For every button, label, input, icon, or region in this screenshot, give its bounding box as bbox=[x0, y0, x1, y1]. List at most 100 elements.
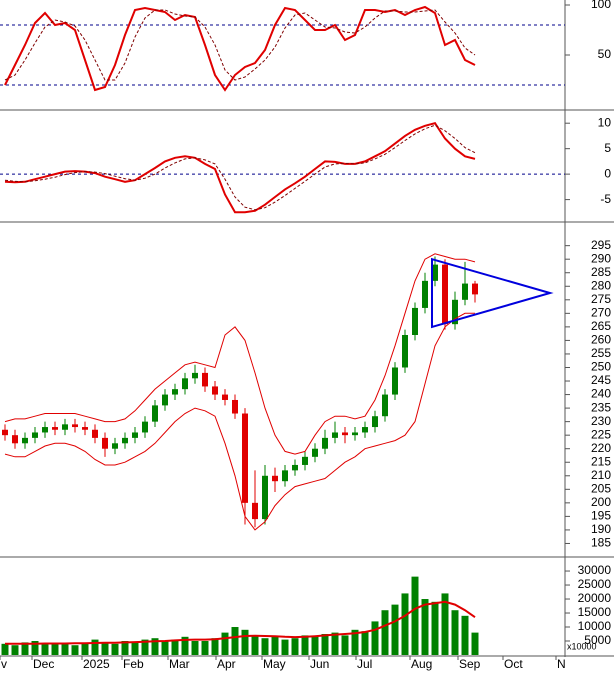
candle-body bbox=[72, 424, 78, 428]
volume-bar bbox=[101, 642, 109, 655]
x-tick-label: N bbox=[557, 657, 566, 671]
volume-bar bbox=[271, 636, 279, 655]
candle-body bbox=[212, 386, 218, 395]
y-tick-label: 255 bbox=[591, 346, 611, 360]
volume-bar bbox=[331, 632, 339, 655]
y-tick-label: 5 bbox=[604, 141, 611, 155]
y-tick-label: 270 bbox=[591, 306, 611, 320]
candle-body bbox=[172, 389, 178, 395]
candle-body bbox=[102, 437, 108, 449]
volume-bar bbox=[41, 643, 49, 655]
candle-body bbox=[82, 427, 88, 430]
candle-body bbox=[122, 437, 128, 444]
volume-bar bbox=[51, 644, 59, 655]
candle-body bbox=[462, 283, 468, 300]
candle-body bbox=[12, 435, 18, 444]
candle-body bbox=[2, 429, 8, 436]
y-tick-label: 10 bbox=[598, 115, 612, 129]
volume-bar bbox=[401, 593, 409, 655]
candle-body bbox=[162, 394, 168, 406]
y-tick-label: 100 bbox=[591, 0, 611, 11]
volume-bar bbox=[241, 629, 249, 655]
candle-body bbox=[192, 372, 198, 379]
volume-bar bbox=[311, 636, 319, 655]
y-tick-label: 185 bbox=[591, 536, 611, 550]
candle-body bbox=[92, 429, 98, 438]
volume-bar bbox=[31, 641, 39, 655]
x-tick-label: Oct bbox=[504, 657, 523, 671]
series-line bbox=[4, 122, 476, 214]
volume-bar bbox=[61, 643, 69, 655]
x-tick-label: Dec bbox=[33, 657, 54, 671]
y-tick-label: 5000 bbox=[584, 633, 611, 647]
y-tick-label: 200 bbox=[591, 495, 611, 509]
y-tick-label: 260 bbox=[591, 333, 611, 347]
candle-body bbox=[372, 416, 378, 428]
x-tick-label: Sep bbox=[459, 657, 481, 671]
volume-bar bbox=[411, 576, 419, 655]
unit-label: x10000 bbox=[567, 641, 597, 651]
volume-bar bbox=[131, 642, 139, 655]
triangle-pattern bbox=[431, 257, 554, 329]
y-tick-label: 15000 bbox=[578, 605, 612, 619]
y-tick-label: -5 bbox=[600, 192, 611, 206]
candle-body bbox=[382, 394, 388, 417]
y-tick-label: 235 bbox=[591, 400, 611, 414]
candle-body bbox=[472, 283, 478, 295]
candle-body bbox=[302, 456, 308, 465]
y-tick-label: 295 bbox=[591, 238, 611, 252]
candle-body bbox=[312, 448, 318, 457]
candle-body bbox=[22, 437, 28, 444]
volume-bar bbox=[191, 641, 199, 655]
volume-bar bbox=[21, 642, 29, 655]
candle-body bbox=[452, 299, 458, 325]
candle-body bbox=[332, 432, 338, 438]
x-tick-label: Mar bbox=[169, 657, 190, 671]
x-tick-label: Jul bbox=[357, 657, 372, 671]
candle-body bbox=[242, 413, 248, 503]
x-tick-label: Apr bbox=[217, 657, 236, 671]
volume-bar bbox=[301, 635, 309, 655]
candle-body bbox=[62, 424, 68, 430]
x-tick-label: v bbox=[1, 657, 7, 671]
volume-bar bbox=[451, 610, 459, 655]
candle-body bbox=[42, 427, 48, 433]
series-line bbox=[4, 253, 476, 455]
volume-bar bbox=[261, 638, 269, 655]
x-tick-label: Jun bbox=[310, 657, 329, 671]
volume-bar bbox=[201, 641, 209, 655]
candle-body bbox=[252, 502, 258, 520]
y-tick-label: 220 bbox=[591, 441, 611, 455]
y-tick-label: 285 bbox=[591, 265, 611, 279]
x-tick-label: Aug bbox=[411, 657, 432, 671]
y-tick-label: 290 bbox=[591, 251, 611, 265]
y-tick-label: 205 bbox=[591, 481, 611, 495]
series-line bbox=[5, 600, 476, 645]
volume-bar bbox=[161, 641, 169, 655]
candle-body bbox=[222, 394, 228, 400]
volume-bar bbox=[371, 621, 379, 655]
series-line bbox=[4, 312, 475, 531]
volume-bar bbox=[251, 635, 259, 655]
series-line bbox=[4, 124, 476, 211]
volume-bar bbox=[391, 604, 399, 655]
y-tick-label: 250 bbox=[591, 360, 611, 374]
y-tick-label: 25000 bbox=[578, 577, 612, 591]
candle-body bbox=[362, 427, 368, 433]
volume-bar bbox=[231, 627, 239, 655]
y-tick-label: 240 bbox=[591, 387, 611, 401]
volume-bar bbox=[381, 610, 389, 655]
volume-bar bbox=[461, 615, 469, 655]
candle-body bbox=[352, 432, 358, 436]
candle-body bbox=[32, 432, 38, 438]
y-tick-label: 275 bbox=[591, 292, 611, 306]
candle-body bbox=[232, 399, 238, 414]
candle-body bbox=[112, 443, 118, 449]
volume-bar bbox=[281, 639, 289, 655]
y-tick-label: 20000 bbox=[578, 591, 612, 605]
y-tick-label: 10000 bbox=[578, 619, 612, 633]
volume-bar bbox=[351, 629, 359, 655]
volume-bar bbox=[1, 643, 9, 655]
candle-body bbox=[292, 464, 298, 471]
